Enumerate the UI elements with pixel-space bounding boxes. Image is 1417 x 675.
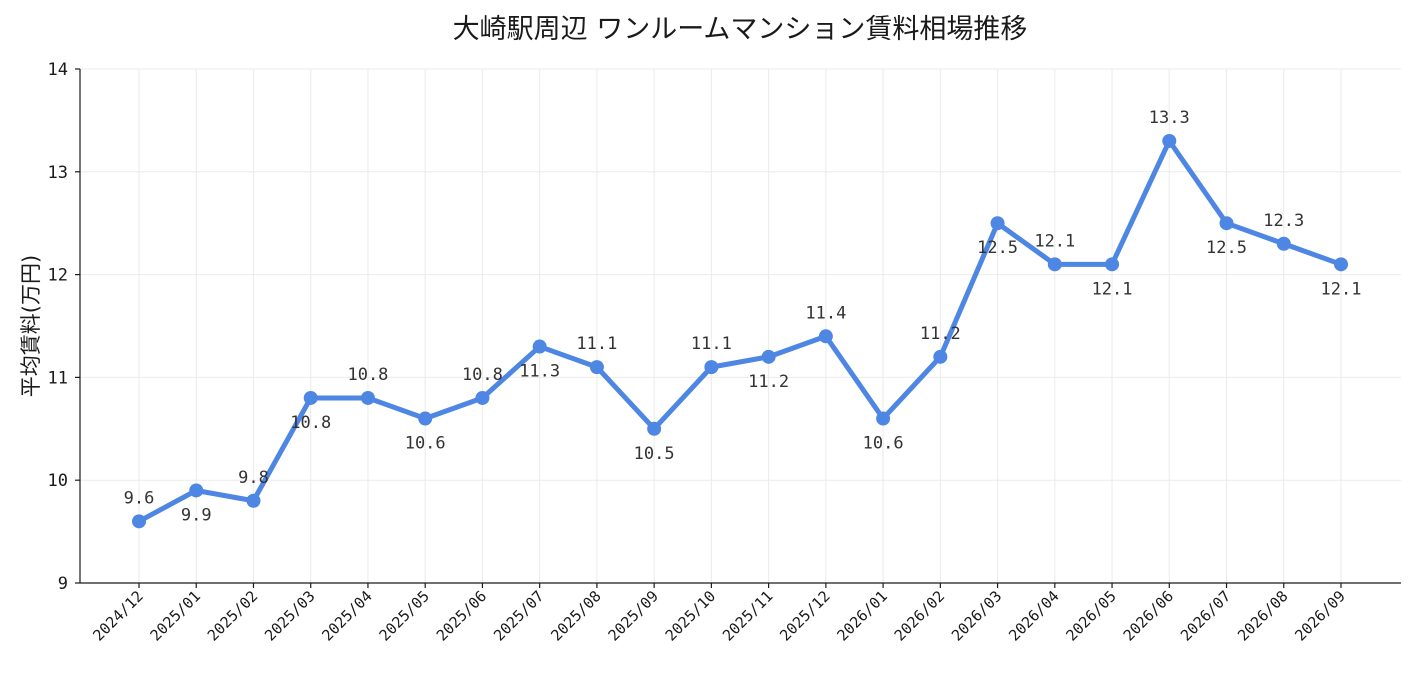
data-point-17 xyxy=(1105,257,1120,272)
y-tick-label-2: 11 xyxy=(48,368,68,388)
data-label-21: 12.1 xyxy=(1321,279,1362,299)
data-point-11 xyxy=(761,349,776,364)
x-tick-label-16: 2026/04 xyxy=(1005,587,1062,644)
data-point-15 xyxy=(990,216,1005,231)
data-label-4: 10.8 xyxy=(347,365,388,385)
data-label-7: 11.3 xyxy=(519,362,560,382)
data-point-18 xyxy=(1162,133,1177,148)
data-point-8 xyxy=(589,360,604,375)
data-point-20 xyxy=(1276,236,1291,251)
data-point-9 xyxy=(647,421,662,436)
data-label-19: 12.5 xyxy=(1206,238,1247,258)
x-tick-label-17: 2026/05 xyxy=(1062,587,1119,644)
x-tick-label-6: 2025/06 xyxy=(433,587,490,644)
data-point-3 xyxy=(303,390,318,405)
y-tick-label-5: 14 xyxy=(48,60,68,80)
x-tick-label-2: 2025/02 xyxy=(204,587,261,644)
x-tick-label-4: 2025/04 xyxy=(318,587,375,644)
data-label-9: 10.5 xyxy=(634,444,675,464)
x-tick-label-11: 2025/11 xyxy=(719,587,776,644)
x-tick-label-10: 2025/10 xyxy=(662,587,719,644)
x-tick-label-7: 2025/07 xyxy=(490,587,547,644)
data-label-10: 11.1 xyxy=(691,334,732,354)
data-label-6: 10.8 xyxy=(462,365,503,385)
x-tick-label-3: 2025/03 xyxy=(261,587,318,644)
data-label-12: 11.4 xyxy=(805,303,846,323)
x-tick-label-12: 2025/12 xyxy=(776,587,833,644)
x-tick-label-9: 2025/09 xyxy=(605,587,662,644)
y-axis-label: 平均賃料(万円) xyxy=(19,255,43,397)
data-label-15: 12.5 xyxy=(977,238,1018,258)
x-tick-label-13: 2026/01 xyxy=(833,587,890,644)
data-point-13 xyxy=(876,411,891,426)
data-label-16: 12.1 xyxy=(1034,231,1075,251)
x-ticks: 2024/12 2025/01 2025/02 2025/03 2025/04 2025/… xyxy=(89,583,1349,645)
data-label-8: 11.1 xyxy=(576,334,617,354)
series-line-0 xyxy=(136,138,1344,524)
axes xyxy=(79,69,1401,584)
data-label-0: 9.6 xyxy=(124,488,155,508)
x-tick-label-5: 2025/05 xyxy=(376,587,433,644)
x-tick-label-21: 2026/09 xyxy=(1291,587,1348,644)
data-point-7 xyxy=(532,339,547,354)
x-tick-label-8: 2025/08 xyxy=(547,587,604,644)
data-label-5: 10.6 xyxy=(405,434,446,454)
data-label-3: 10.8 xyxy=(290,413,331,433)
data-point-6 xyxy=(475,390,490,405)
data-label-14: 11.2 xyxy=(920,324,961,344)
data-point-0 xyxy=(132,514,146,529)
x-tick-label-20: 2026/08 xyxy=(1234,587,1291,644)
data-point-10 xyxy=(704,360,719,375)
data-point-12 xyxy=(818,329,833,344)
data-point-5 xyxy=(418,411,433,426)
data-label-20: 12.3 xyxy=(1263,211,1304,231)
x-tick-label-15: 2026/03 xyxy=(948,587,1005,644)
data-label-11: 11.2 xyxy=(748,372,789,392)
x-tick-label-18: 2026/06 xyxy=(1120,587,1177,644)
y-ticks: 9 10 11 12 13 14 xyxy=(48,60,80,594)
data-label-13: 10.6 xyxy=(863,434,904,454)
data-label-1: 9.9 xyxy=(181,505,212,525)
y-tick-label-4: 13 xyxy=(48,163,68,183)
data-label-17: 12.1 xyxy=(1092,279,1133,299)
data-labels: 9.6 9.9 9.8 10.8 10.8 10.6 10.8 11.3 11.1 10.5 11.… xyxy=(124,108,1362,526)
data-point-19 xyxy=(1219,216,1234,231)
x-tick-label-1: 2025/01 xyxy=(147,587,204,644)
grid xyxy=(80,68,1401,584)
data-point-2 xyxy=(246,493,261,508)
data-point-21 xyxy=(1334,257,1348,272)
data-point-1 xyxy=(189,483,204,498)
y-tick-label-3: 12 xyxy=(48,266,68,286)
data-point-4 xyxy=(360,390,375,405)
data-label-2: 9.8 xyxy=(238,468,269,488)
x-tick-label-19: 2026/07 xyxy=(1177,587,1234,644)
data-point-16 xyxy=(1047,257,1062,272)
y-tick-label-1: 10 xyxy=(48,471,68,491)
data-label-18: 13.3 xyxy=(1149,108,1190,128)
x-tick-label-14: 2026/02 xyxy=(891,587,948,644)
x-tick-label-0: 2024/12 xyxy=(89,587,146,644)
series xyxy=(132,133,1348,529)
y-tick-label-0: 9 xyxy=(58,574,68,594)
data-point-14 xyxy=(933,349,948,364)
chart-title: 大崎駅周辺 ワンルームマンション賃料相場推移 xyxy=(453,14,1028,45)
